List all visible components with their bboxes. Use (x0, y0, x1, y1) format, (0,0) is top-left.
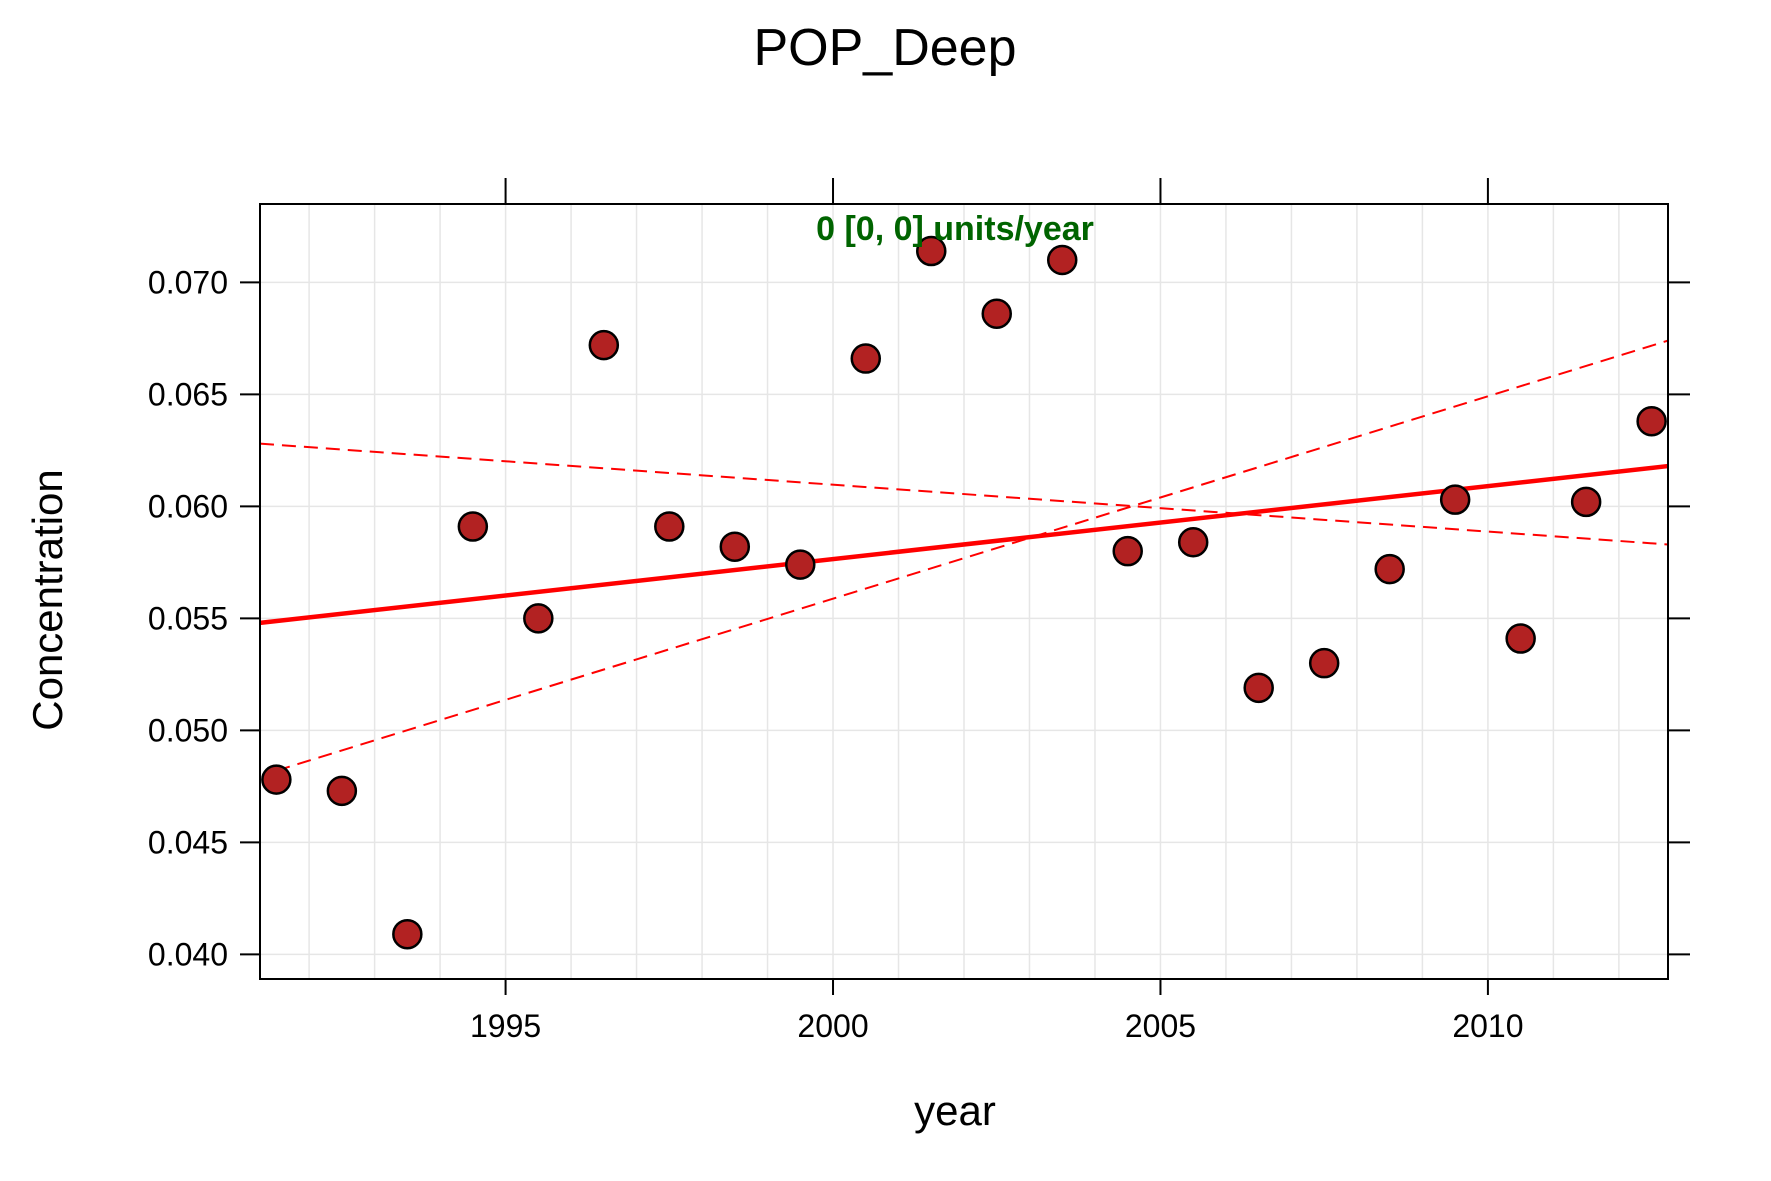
data-point (457, 511, 489, 542)
data-point (1505, 623, 1536, 654)
y-tick-label: 0.040 (148, 936, 228, 972)
data-point (850, 343, 882, 374)
x-tick-label: 2000 (797, 1008, 868, 1044)
data-points (261, 235, 1667, 950)
data-point (1243, 672, 1274, 704)
confidence-line (276, 339, 1669, 772)
data-point (261, 764, 292, 795)
y-axis-label: Concentration (24, 469, 71, 731)
y-axis: 0.040 0.045 0.050 0.055 0.060 0.065 0.070 (148, 264, 1690, 972)
y-tick-label: 0.065 (148, 376, 228, 412)
data-point (1374, 553, 1405, 585)
grid (260, 204, 1668, 979)
data-point (785, 549, 816, 580)
chart-title: POP_Deep (753, 19, 1016, 77)
y-tick-label: 0.060 (148, 488, 228, 524)
data-point (1177, 526, 1209, 558)
data-point (1570, 486, 1602, 518)
data-point (392, 918, 423, 950)
x-tick-label: 1995 (470, 1008, 541, 1044)
data-point (981, 298, 1012, 330)
y-tick-label: 0.055 (148, 600, 228, 636)
x-axis: 1995 2000 2005 2010 (470, 178, 1524, 1044)
data-point (588, 329, 620, 361)
data-point (719, 531, 751, 562)
data-point (1112, 535, 1143, 567)
y-tick-label: 0.045 (148, 824, 228, 860)
plot-frame (259, 203, 1669, 980)
y-tick-label: 0.050 (148, 712, 228, 748)
y-tick-label: 0.070 (148, 264, 228, 300)
trend-annotation: 0 [0, 0] units/year (816, 210, 1094, 248)
x-tick-label: 2005 (1125, 1008, 1196, 1044)
trend-line (259, 463, 1669, 626)
data-point (1439, 484, 1471, 515)
x-tick-label: 2010 (1452, 1008, 1523, 1044)
data-point (654, 511, 685, 542)
trend-lines (259, 339, 1669, 772)
data-point (326, 775, 358, 807)
data-point (1636, 406, 1667, 437)
data-point (1308, 647, 1340, 679)
x-axis-label: year (914, 1087, 996, 1134)
confidence-line (259, 442, 1669, 546)
data-point (916, 235, 947, 267)
data-point (523, 603, 554, 634)
data-point (1046, 244, 1078, 276)
